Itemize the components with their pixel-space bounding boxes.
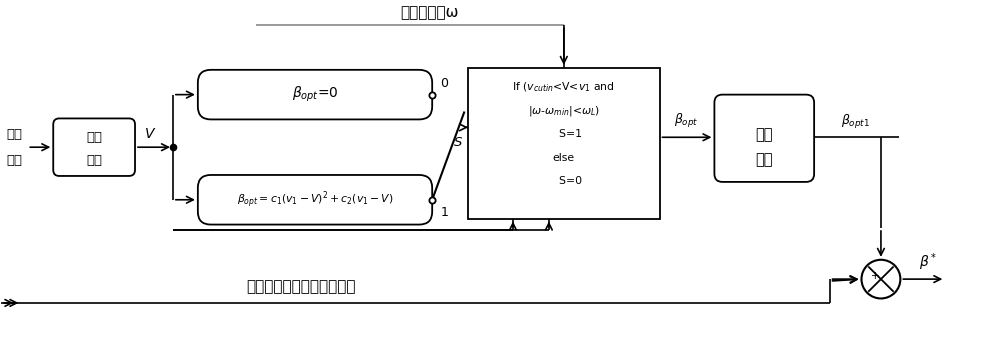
- Text: $\beta_{opt1}$: $\beta_{opt1}$: [841, 114, 871, 131]
- Text: $V$: $V$: [144, 127, 156, 141]
- Text: 1: 1: [440, 206, 448, 219]
- Text: else: else: [553, 153, 575, 162]
- Text: S=1: S=1: [545, 129, 582, 139]
- Text: $\beta_{opt}=c_1\left(v_1-V\right)^2+c_2\left(v_1-V\right)$: $\beta_{opt}=c_1\left(v_1-V\right)^2+c_2…: [237, 189, 393, 210]
- Text: 常规控制方法的桨距角给定: 常规控制方法的桨距角给定: [246, 279, 355, 294]
- FancyBboxPatch shape: [198, 70, 432, 119]
- Text: $|\omega$-$\omega_{min}|$<$\omega_L$): $|\omega$-$\omega_{min}|$<$\omega_L$): [528, 104, 600, 118]
- Text: +: +: [871, 271, 879, 281]
- FancyBboxPatch shape: [198, 175, 432, 225]
- Text: If ($v_{cutin}$<V<$v_1$ and: If ($v_{cutin}$<V<$v_1$ and: [512, 81, 615, 94]
- Text: 检测: 检测: [6, 128, 22, 141]
- Text: $\beta_{opt}$=0: $\beta_{opt}$=0: [292, 85, 338, 104]
- FancyBboxPatch shape: [53, 118, 135, 176]
- Text: 0: 0: [440, 77, 448, 90]
- Text: 滤波: 滤波: [86, 154, 102, 167]
- Text: $\beta^*$: $\beta^*$: [919, 251, 937, 273]
- Text: 指令: 指令: [756, 127, 773, 142]
- Text: 死区: 死区: [756, 153, 773, 168]
- Text: S: S: [454, 136, 462, 149]
- Text: 风速: 风速: [86, 131, 102, 144]
- FancyBboxPatch shape: [714, 95, 814, 182]
- Text: 发电机转速ω: 发电机转速ω: [401, 5, 459, 20]
- Text: 风速: 风速: [6, 154, 22, 167]
- Bar: [468, 68, 660, 219]
- Text: $\beta_{opt}$: $\beta_{opt}$: [674, 113, 699, 130]
- Text: S=0: S=0: [545, 176, 582, 186]
